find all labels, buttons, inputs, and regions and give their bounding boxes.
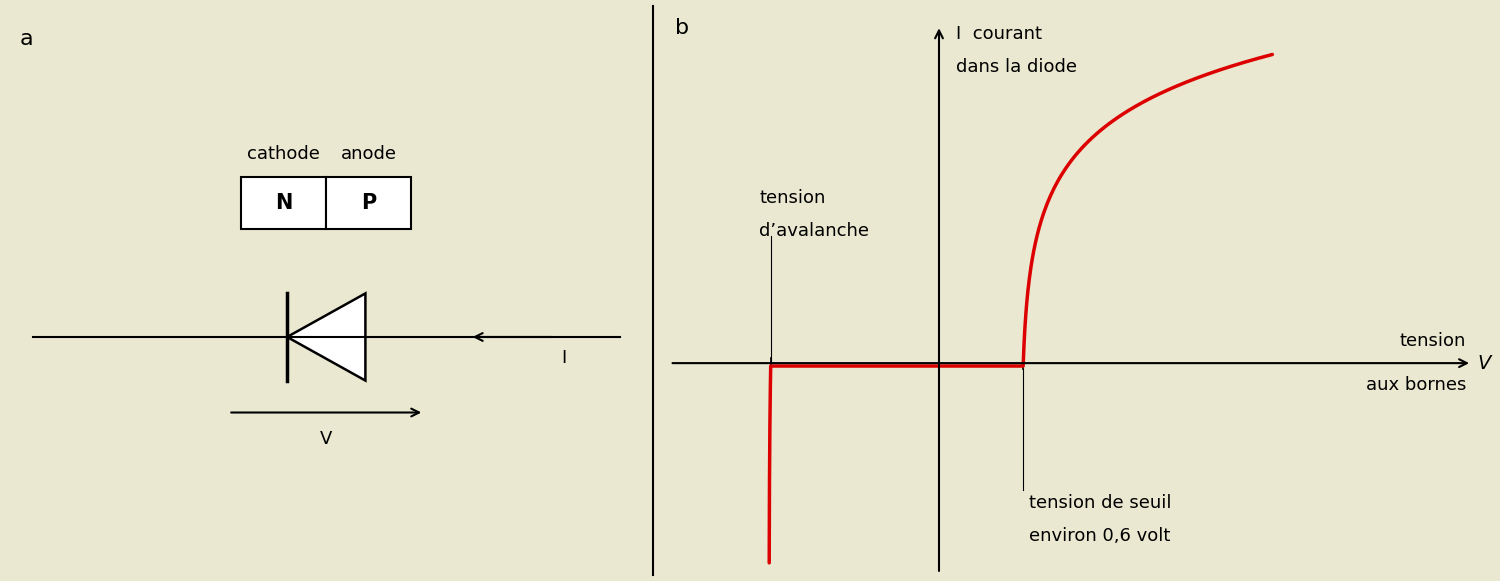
Text: environ 0,6 volt: environ 0,6 volt [1029,526,1170,544]
Bar [327,177,411,229]
Text: anode: anode [340,145,396,163]
Text: tension: tension [759,189,826,207]
Text: d’avalanche: d’avalanche [759,221,870,239]
Text: N: N [274,193,292,213]
Text: I  courant: I courant [956,26,1042,44]
Text: V: V [320,430,333,448]
Bar [242,177,327,229]
Polygon shape [286,293,366,381]
Text: aux bornes: aux bornes [1366,376,1467,394]
Text: b: b [675,18,690,38]
Text: V: V [1478,354,1491,372]
Text: a: a [20,29,33,49]
Text: dans la diode: dans la diode [956,58,1077,76]
Text: P: P [362,193,376,213]
Text: tension de seuil: tension de seuil [1029,494,1172,512]
Text: tension: tension [1400,332,1467,350]
Text: I: I [561,349,567,367]
Text: cathode: cathode [248,145,321,163]
